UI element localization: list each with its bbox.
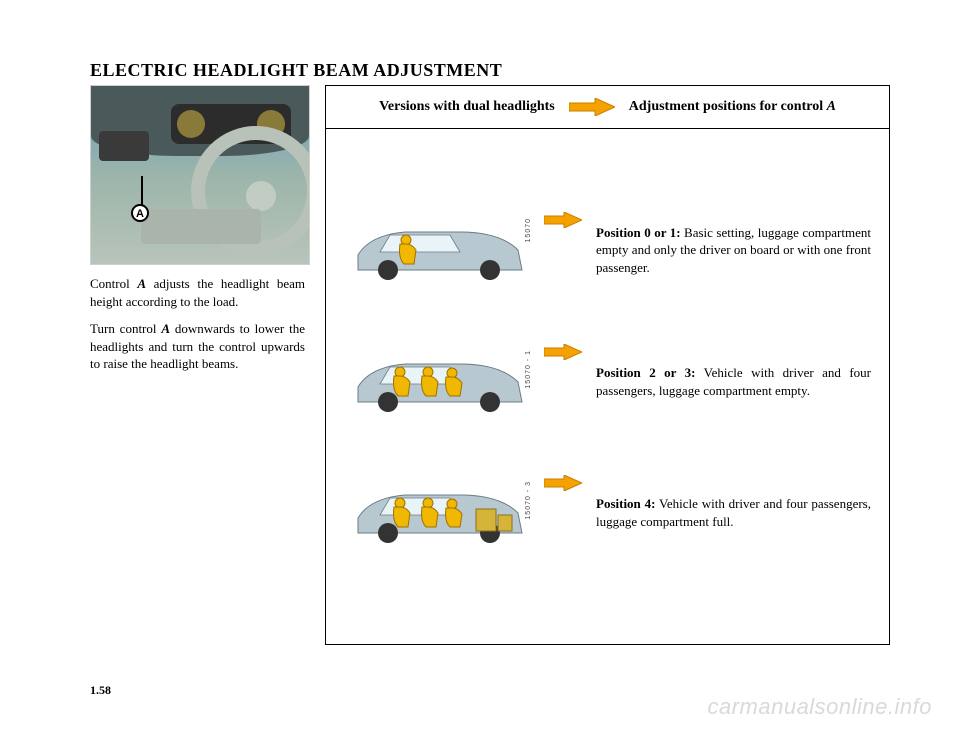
left-paragraph-2: Turn control A downwards to lower the he… [90,320,305,373]
dashboard-illustration: A [90,85,310,265]
arrow-icon [569,98,615,116]
image-number: 15070 [525,218,532,242]
page-number: 1.58 [90,683,111,698]
table-row: 15070 - 3 Position 4: Vehicle with drive… [350,473,871,553]
page-title: ELECTRIC HEADLIGHT BEAM ADJUSTMENT [90,60,890,81]
header-left: Versions with dual headlights [379,99,555,115]
content: A Control A adjusts the headlight beam h… [90,85,890,645]
table-row: 15070 Position 0 or 1: Basic setting, lu… [350,210,871,290]
rows-area: 15070 Position 0 or 1: Basic setting, lu… [326,129,889,644]
header-right: Adjustment positions for control A [629,99,836,115]
arrow-icon [544,212,582,228]
table-row: 15070 - 1 Position 2 or 3: Vehicle with … [350,342,871,422]
image-number: 15070 - 1 [525,350,532,389]
left-paragraph-1: Control A adjusts the headlight beam hei… [90,275,305,310]
car-illustration: 15070 - 3 [350,473,530,553]
arrow-icon [544,475,582,491]
row-description: Position 0 or 1: Basic setting, luggage … [596,224,871,277]
arrow-icon [544,344,582,360]
car-illustration: 15070 - 1 [350,342,530,422]
adjustment-table: Versions with dual headlights Adjustment… [325,85,890,645]
left-column: A Control A adjusts the headlight beam h… [90,85,325,645]
control-label-a: A [131,204,149,222]
table-header: Versions with dual headlights Adjustment… [326,86,889,129]
watermark: carmanualsonline.info [707,694,932,720]
car-illustration: 15070 [350,210,530,290]
row-description: Position 4: Vehicle with driver and four… [596,495,871,530]
arrow-shape [569,98,615,116]
row-description: Position 2 or 3: Vehicle with driver and… [596,364,871,399]
image-number: 15070 - 3 [525,481,532,520]
